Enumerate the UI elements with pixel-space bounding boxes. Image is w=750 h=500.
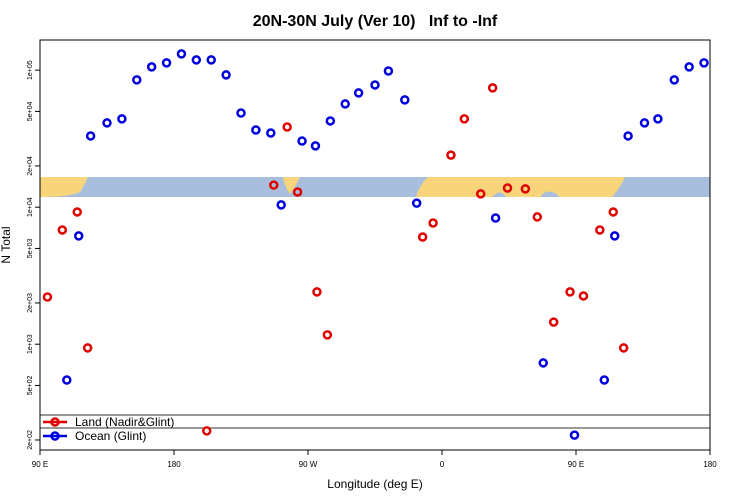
- point: [206, 55, 216, 65]
- x-axis-label: Longitude (deg E): [327, 477, 422, 491]
- point: [82, 343, 93, 353]
- land-shape: [283, 177, 300, 194]
- point: [653, 114, 663, 124]
- x-tick-label: 0: [440, 460, 445, 469]
- point: [57, 225, 68, 235]
- x-tick-label: 90 W: [299, 460, 318, 469]
- y-tick-label: 1e+05: [27, 60, 34, 80]
- point: [548, 317, 559, 327]
- y-tick-label: 2e+03: [27, 293, 34, 313]
- point: [684, 62, 694, 72]
- point: [322, 330, 333, 340]
- point: [400, 95, 410, 105]
- point: [490, 213, 501, 223]
- point: [699, 58, 709, 68]
- point: [487, 83, 498, 93]
- point: [411, 198, 422, 208]
- point: [191, 55, 202, 65]
- point: [117, 114, 127, 124]
- legend-label: Land (Nadir&Glint): [75, 415, 174, 429]
- point: [340, 99, 350, 109]
- land-shape: [416, 177, 625, 197]
- legend-marker: [50, 431, 60, 441]
- point: [417, 232, 428, 242]
- point: [102, 118, 112, 128]
- point: [578, 291, 589, 301]
- point: [176, 49, 187, 59]
- legend-box: [39, 414, 711, 429]
- point: [353, 88, 364, 98]
- plot-frame: [39, 39, 711, 451]
- point: [161, 58, 172, 68]
- point: [383, 66, 394, 76]
- legend-marker: [50, 417, 60, 427]
- x-tick-label: 90 E: [32, 460, 48, 469]
- point: [502, 183, 513, 193]
- point: [276, 200, 286, 210]
- point: [62, 375, 72, 385]
- point: [132, 75, 142, 85]
- point: [609, 231, 620, 241]
- point: [608, 207, 618, 217]
- point: [146, 62, 157, 72]
- point: [618, 343, 629, 353]
- point: [85, 131, 96, 141]
- y-tick-label: 5e+02: [27, 376, 34, 396]
- y-tick-label: 2e+02: [27, 430, 34, 450]
- point: [599, 375, 610, 385]
- y-tick-label: 5e+04: [27, 101, 34, 121]
- point: [325, 116, 336, 126]
- point: [251, 125, 261, 135]
- y-tick-label: 1e+04: [27, 197, 34, 217]
- point: [569, 430, 580, 440]
- y-tick-label: 5e+03: [27, 238, 34, 258]
- point: [292, 187, 303, 197]
- point: [297, 136, 307, 146]
- point: [370, 80, 380, 90]
- point: [310, 141, 321, 151]
- point: [236, 108, 246, 118]
- land-shape: [40, 177, 88, 197]
- point: [312, 287, 322, 297]
- x-tick-label: 180: [167, 460, 181, 469]
- point: [73, 231, 84, 241]
- point: [266, 128, 276, 138]
- point: [221, 70, 231, 80]
- point: [475, 189, 486, 199]
- y-tick-label: 2e+04: [27, 156, 34, 176]
- point: [623, 131, 633, 141]
- point: [459, 114, 470, 124]
- point: [520, 184, 531, 194]
- y-tick-label: 1e+03: [27, 334, 34, 354]
- legend-label: Ocean (Glint): [75, 429, 146, 443]
- x-tick-label: 180: [703, 460, 717, 469]
- point: [669, 75, 680, 85]
- x-tick-label: 90 E: [568, 460, 584, 469]
- point: [446, 150, 456, 160]
- y-axis-label: N Total: [0, 226, 13, 263]
- point: [42, 292, 53, 302]
- chart-title: 20N-30N July (Ver 10) Inf to -Inf: [253, 13, 498, 30]
- point: [282, 122, 292, 132]
- point: [565, 287, 575, 297]
- map-strip: [40, 177, 710, 197]
- point: [72, 207, 82, 217]
- legend: [39, 414, 711, 429]
- point: [595, 225, 605, 235]
- point: [538, 358, 548, 368]
- point: [269, 180, 279, 190]
- point: [639, 118, 650, 128]
- point: [202, 426, 212, 436]
- point: [428, 218, 438, 228]
- point: [532, 212, 543, 222]
